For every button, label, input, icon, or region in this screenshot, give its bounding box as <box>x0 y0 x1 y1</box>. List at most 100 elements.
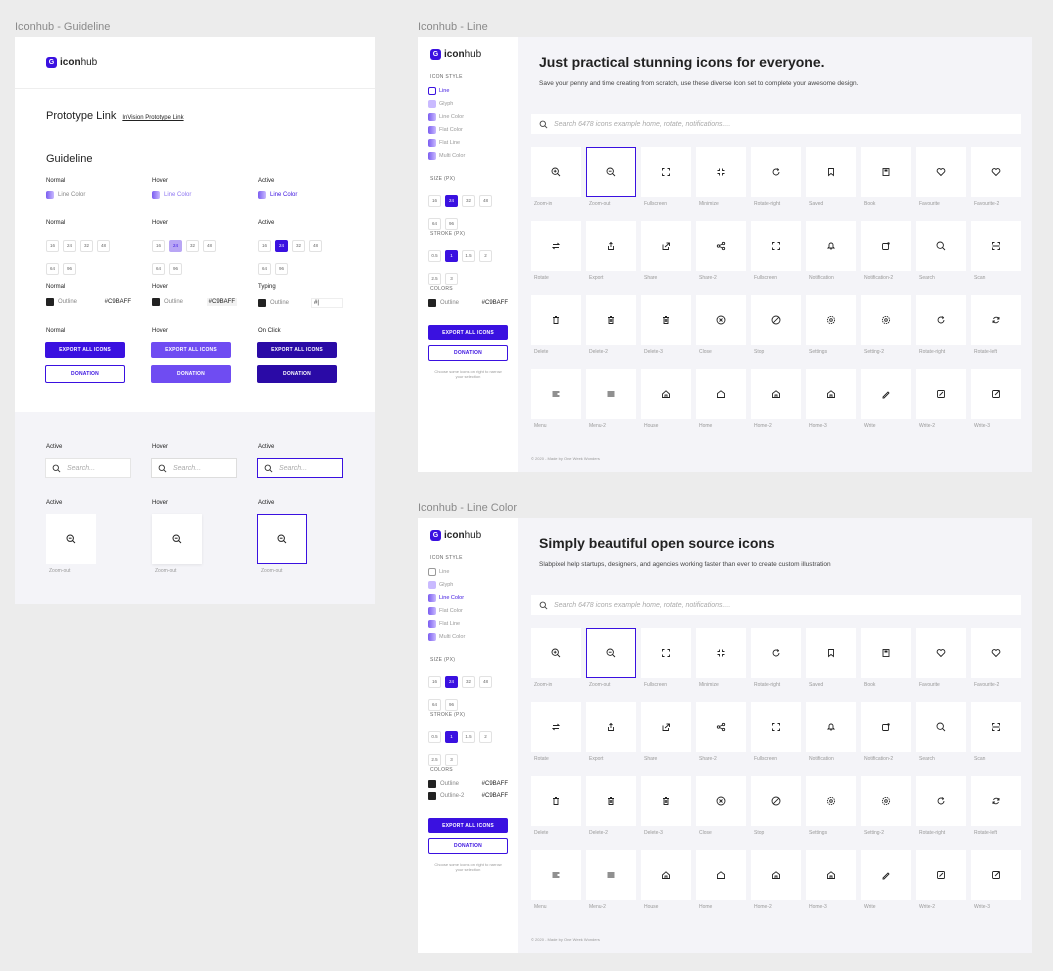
size-option[interactable]: 64 <box>428 698 441 711</box>
icon-tile-stop[interactable] <box>751 776 801 826</box>
donation-button[interactable]: DONATION <box>428 345 508 361</box>
size-option[interactable]: 64 <box>152 262 165 275</box>
stroke-option[interactable]: 1 <box>445 249 458 262</box>
icon-tile-saved[interactable] <box>806 628 856 678</box>
style-option-flat-line[interactable]: Flat Line <box>428 620 465 628</box>
icon-tile-home-2[interactable] <box>751 850 801 900</box>
donation-button-hover[interactable]: DONATION <box>151 365 231 383</box>
size-option[interactable]: 16 <box>428 194 441 207</box>
icon-tile-close[interactable] <box>696 776 746 826</box>
size-option[interactable]: 24 <box>445 675 458 688</box>
style-option-line[interactable]: Line <box>428 568 465 576</box>
icon-tile-home-3[interactable] <box>806 369 856 419</box>
icon-tile-zoom-out[interactable] <box>46 514 96 564</box>
style-option-glyph[interactable]: Glyph <box>428 581 465 589</box>
icon-tile-export[interactable] <box>586 221 636 271</box>
icon-tile-rotate-left[interactable] <box>971 295 1021 345</box>
icon-tile-favourite[interactable] <box>916 628 966 678</box>
icon-tile-notification-2[interactable] <box>861 702 911 752</box>
stroke-option[interactable]: 3 <box>445 272 458 285</box>
icon-tile-delete-3[interactable] <box>641 295 691 345</box>
style-option-glyph[interactable]: Glyph <box>428 100 465 108</box>
color-row-hover[interactable]: Outline #C9BAFF <box>152 298 237 306</box>
style-option-line-color[interactable]: Line Color <box>428 594 465 602</box>
size-option[interactable]: 96 <box>445 217 458 230</box>
icon-tile-search[interactable] <box>916 702 966 752</box>
icon-tile-write-3[interactable] <box>971 850 1021 900</box>
icon-tile-scan[interactable] <box>971 702 1021 752</box>
icon-tile-fullscreen[interactable] <box>751 702 801 752</box>
size-option[interactable]: 96 <box>275 262 288 275</box>
icon-tile-write-2[interactable] <box>916 369 966 419</box>
stroke-option[interactable]: 3 <box>445 753 458 766</box>
icon-tile-rotate-left[interactable] <box>971 776 1021 826</box>
icon-tile-book[interactable] <box>861 628 911 678</box>
icon-tile-setting-2[interactable] <box>861 776 911 826</box>
icon-tile-rotate-right[interactable] <box>916 295 966 345</box>
size-option[interactable]: 32 <box>292 239 305 252</box>
color-row[interactable]: Outline #C9BAFF <box>428 780 508 788</box>
icon-tile-search[interactable] <box>916 221 966 271</box>
icon-tile-share[interactable] <box>641 702 691 752</box>
icon-tile-fullscreen[interactable] <box>751 221 801 271</box>
search-input[interactable]: Search... <box>45 458 131 478</box>
stroke-option[interactable]: 2 <box>479 249 492 262</box>
size-option[interactable]: 96 <box>445 698 458 711</box>
size-option[interactable]: 32 <box>462 194 475 207</box>
icon-tile-settings[interactable] <box>806 776 856 826</box>
icon-tile-delete[interactable] <box>531 295 581 345</box>
donation-button-click[interactable]: DONATION <box>257 365 337 383</box>
icon-tile-rotate[interactable] <box>531 221 581 271</box>
size-option[interactable]: 64 <box>258 262 271 275</box>
style-option-line-color[interactable]: Line Color <box>428 113 465 121</box>
export-button-hover[interactable]: EXPORT ALL ICONS <box>151 342 231 358</box>
icon-tile-close[interactable] <box>696 295 746 345</box>
search-input-active[interactable]: Search... <box>257 458 343 478</box>
style-option-line[interactable]: Line <box>428 87 465 95</box>
style-option-flat-color[interactable]: Flat Color <box>428 607 465 615</box>
icon-tile-rotate-right[interactable] <box>916 776 966 826</box>
icon-tile-zoom-out-hover[interactable] <box>152 514 202 564</box>
icon-tile-saved[interactable] <box>806 147 856 197</box>
icon-tile-delete[interactable] <box>531 776 581 826</box>
size-option[interactable]: 96 <box>169 262 182 275</box>
icon-tile-zoom-out-active[interactable] <box>257 514 307 564</box>
style-option-flat-color[interactable]: Flat Color <box>428 126 465 134</box>
icon-tile-fullscreen[interactable] <box>641 628 691 678</box>
export-button[interactable]: EXPORT ALL ICONS <box>428 818 508 833</box>
icon-tile-minimize[interactable] <box>696 628 746 678</box>
icon-tile-share-2[interactable] <box>696 221 746 271</box>
icon-tile-menu[interactable] <box>531 369 581 419</box>
size-option[interactable]: 48 <box>479 675 492 688</box>
icon-tile-favourite-2[interactable] <box>971 147 1021 197</box>
stroke-option[interactable]: 1.5 <box>462 730 475 743</box>
style-option-active[interactable]: Line Color <box>258 191 297 199</box>
icon-tile-share[interactable] <box>641 221 691 271</box>
icon-tile-notification[interactable] <box>806 702 856 752</box>
size-option[interactable]: 24 <box>169 239 182 252</box>
stroke-option[interactable]: 2.5 <box>428 753 441 766</box>
size-option[interactable]: 24 <box>275 239 288 252</box>
style-option-flat-line[interactable]: Flat Line <box>428 139 465 147</box>
color-row[interactable]: Outline #C9BAFF <box>428 299 508 307</box>
size-option[interactable]: 48 <box>309 239 322 252</box>
export-button[interactable]: EXPORT ALL ICONS <box>45 342 125 358</box>
search-bar[interactable]: Search 6478 icons example home, rotate, … <box>531 595 1021 615</box>
icon-tile-write-3[interactable] <box>971 369 1021 419</box>
icon-tile-delete-3[interactable] <box>641 776 691 826</box>
size-option[interactable]: 24 <box>63 239 76 252</box>
style-option-hover[interactable]: Line Color <box>152 191 191 199</box>
size-option[interactable]: 48 <box>97 239 110 252</box>
icon-tile-menu-2[interactable] <box>586 369 636 419</box>
icon-tile-zoom-out[interactable] <box>586 147 636 197</box>
icon-tile-notification-2[interactable] <box>861 221 911 271</box>
prototype-link[interactable]: InVision Prototype Link <box>122 115 184 121</box>
stroke-option[interactable]: 1.5 <box>462 249 475 262</box>
icon-tile-settings[interactable] <box>806 295 856 345</box>
search-input-hover[interactable]: Search... <box>151 458 237 478</box>
style-option-multi-color[interactable]: Multi Color <box>428 633 465 641</box>
search-bar[interactable]: Search 6478 icons example home, rotate, … <box>531 114 1021 134</box>
icon-tile-write[interactable] <box>861 850 911 900</box>
donation-button[interactable]: DONATION <box>428 838 508 854</box>
